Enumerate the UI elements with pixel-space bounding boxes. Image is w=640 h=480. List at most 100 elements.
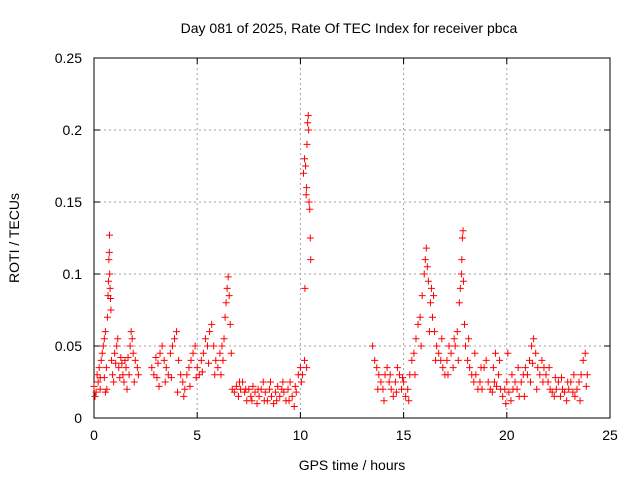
data-point <box>374 385 382 393</box>
x-tick-label: 15 <box>396 427 412 443</box>
data-point <box>206 328 214 336</box>
data-point <box>101 328 109 336</box>
data-point <box>187 356 195 364</box>
data-point <box>458 256 466 264</box>
data-point <box>418 292 426 300</box>
data-point <box>569 388 577 396</box>
data-point <box>411 371 419 379</box>
data-point <box>545 364 553 372</box>
data-point <box>148 364 156 372</box>
data-point <box>508 371 516 379</box>
data-point <box>565 385 573 393</box>
data-point <box>217 371 225 379</box>
data-point <box>285 397 293 405</box>
data-point <box>534 364 542 372</box>
data-point <box>164 371 172 379</box>
data-point <box>223 284 231 292</box>
data-point <box>279 378 287 386</box>
data-point <box>530 335 538 343</box>
data-point <box>443 356 451 364</box>
data-point <box>458 234 466 242</box>
data-point <box>276 392 284 400</box>
data-point <box>249 382 257 390</box>
data-point <box>449 364 457 372</box>
data-point <box>97 356 105 364</box>
y-tick-label: 0.2 <box>63 122 83 138</box>
data-point <box>105 231 113 239</box>
data-point <box>503 378 511 386</box>
data-point <box>133 364 141 372</box>
data-point <box>299 169 307 177</box>
data-point <box>191 342 199 350</box>
data-point <box>505 388 513 396</box>
data-point <box>420 270 428 278</box>
data-point <box>304 119 312 127</box>
data-point <box>306 205 314 213</box>
data-point <box>297 378 305 386</box>
data-point <box>496 356 504 364</box>
data-point <box>253 400 261 408</box>
data-point <box>195 371 203 379</box>
data-point <box>303 184 311 192</box>
data-point <box>457 270 465 278</box>
data-point <box>303 140 311 148</box>
data-point <box>218 342 226 350</box>
data-point <box>380 397 388 405</box>
data-point <box>291 382 299 390</box>
data-point <box>416 313 424 321</box>
data-point <box>404 385 412 393</box>
data-point <box>395 371 403 379</box>
data-point <box>582 382 590 390</box>
data-point <box>504 349 512 357</box>
data-point <box>554 378 562 386</box>
data-point <box>400 378 408 386</box>
data-point <box>305 126 313 134</box>
data-point <box>489 364 497 372</box>
data-point <box>548 388 556 396</box>
data-point <box>272 388 280 396</box>
data-point <box>477 364 485 372</box>
data-point <box>288 392 296 400</box>
data-point <box>181 385 189 393</box>
data-point <box>118 359 126 367</box>
data-point <box>464 356 472 364</box>
axis-ticks: 0 5 10 15 20 25 0 0.05 0.1 0.15 0.2 0.25 <box>55 50 618 443</box>
data-point <box>526 356 534 364</box>
data-point <box>199 349 207 357</box>
data-point <box>220 335 228 343</box>
data-point <box>292 388 300 396</box>
data-point <box>106 284 114 292</box>
data-point <box>383 364 391 372</box>
data-point <box>298 371 306 379</box>
data-point <box>520 392 528 400</box>
data-point <box>247 392 255 400</box>
data-point <box>462 342 470 350</box>
data-point <box>408 356 416 364</box>
y-tick-label: 0 <box>74 410 82 426</box>
data-point <box>575 378 583 386</box>
data-point <box>90 382 98 390</box>
data-point <box>501 385 509 393</box>
data-point <box>158 342 166 350</box>
data-point <box>105 256 113 264</box>
data-point <box>284 385 292 393</box>
data-point <box>301 356 309 364</box>
data-point <box>502 400 510 408</box>
data-point <box>241 388 249 396</box>
data-point <box>134 371 142 379</box>
data-point <box>242 385 250 393</box>
data-point <box>513 385 521 393</box>
data-point <box>93 371 101 379</box>
data-point <box>375 371 383 379</box>
y-tick-label: 0.1 <box>63 266 83 282</box>
data-point <box>230 388 238 396</box>
data-point <box>583 371 591 379</box>
data-point <box>459 227 467 235</box>
data-point <box>466 364 474 372</box>
data-point <box>438 335 446 343</box>
data-point <box>201 335 209 343</box>
data-point <box>205 359 213 367</box>
data-point <box>369 342 377 350</box>
data-point <box>492 382 500 390</box>
data-point <box>122 364 130 372</box>
